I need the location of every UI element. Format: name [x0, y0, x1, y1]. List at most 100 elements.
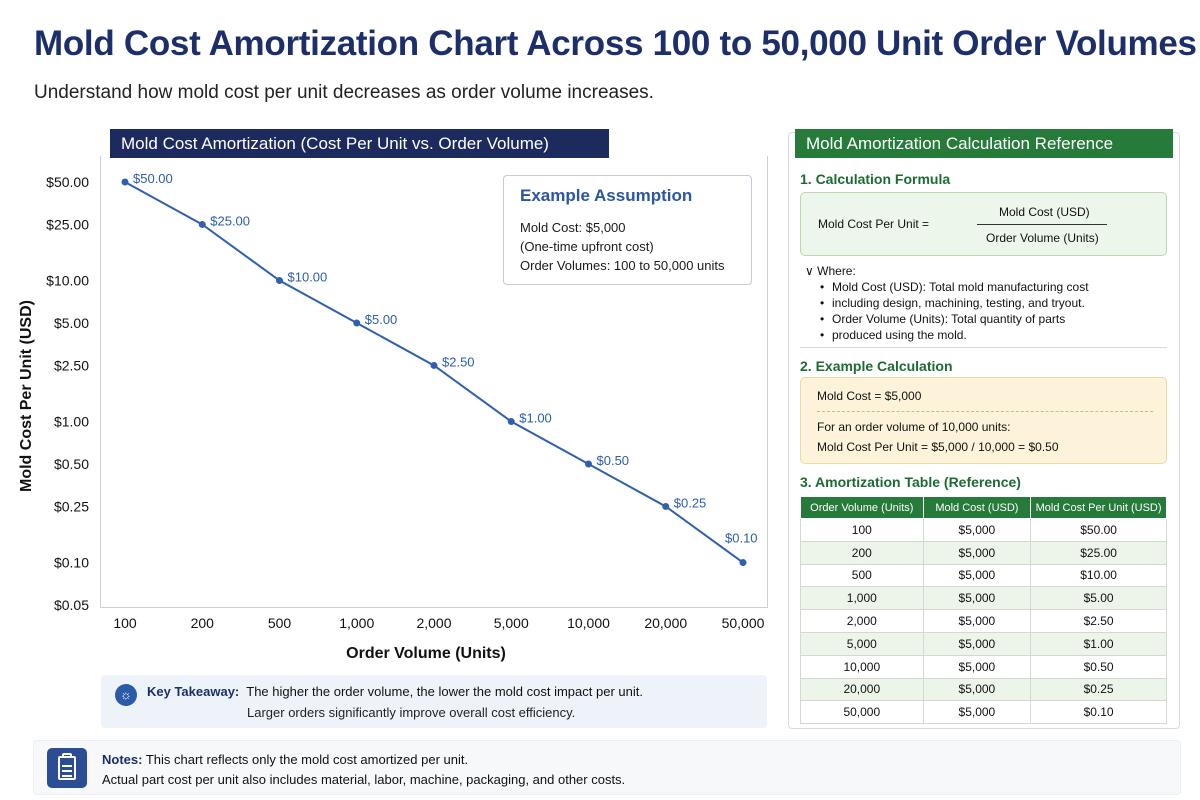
notes-line-2: Actual part cost per unit also includes …	[102, 772, 626, 787]
y-tick-label: $2.50	[54, 357, 89, 373]
table-row: 200 $5,000 $25.00	[800, 540, 1167, 565]
y-tick-label: $5.00	[54, 315, 89, 331]
clipboard-icon	[47, 748, 87, 788]
table-cell: $1.00	[1030, 631, 1167, 656]
table-cell: $5,000	[922, 586, 1032, 611]
definition-item: Mold Cost (USD): Total mold manufacturin…	[820, 280, 1089, 295]
table-cell: 50,000	[800, 700, 924, 725]
table-header-row: Order Volume (Units) Mold Cost (USD) Mol…	[800, 496, 1167, 519]
column-header: Mold Cost Per Unit (USD)	[1030, 496, 1167, 519]
table-cell: $5,000	[922, 654, 1032, 679]
where-label: ∨ Where:	[805, 264, 856, 278]
table-cell: 20,000	[800, 677, 924, 702]
assumption-line: (One-time upfront cost)	[520, 239, 654, 254]
x-tick-label: 1,000	[339, 615, 374, 631]
takeaway-line-2: Larger orders significantly improve over…	[247, 705, 576, 720]
table-cell: $25.00	[1030, 540, 1167, 565]
column-header: Mold Cost (USD)	[922, 496, 1032, 519]
formula-numerator: Mold Cost (USD)	[999, 205, 1090, 219]
chart-header: Mold Cost Amortization (Cost Per Unit vs…	[110, 129, 609, 158]
table-row: 20,000 $5,000 $0.25	[800, 677, 1167, 702]
notes-line-1: Notes: This chart reflects only the mold…	[102, 752, 468, 767]
assumption-line: Order Volumes: 100 to 50,000 units	[520, 258, 725, 273]
example-assumption-box: Example Assumption Mold Cost: $5,000 (On…	[503, 175, 752, 285]
definition-list: Mold Cost (USD): Total mold manufacturin…	[820, 280, 1089, 344]
y-tick-label: $50.00	[46, 174, 89, 190]
y-axis-title: Mold Cost Per Unit (USD)	[18, 300, 35, 492]
table-row: 100 $5,000 $50.00	[800, 518, 1167, 542]
formula-box: Mold Cost Per Unit = Mold Cost (USD) Ord…	[800, 192, 1167, 256]
lightbulb-icon: ☼	[115, 684, 137, 706]
table-cell: $5,000	[922, 563, 1032, 588]
table-cell: 200	[800, 540, 924, 565]
page-title: Mold Cost Amortization Chart Across 100 …	[34, 24, 1197, 63]
section-divider	[800, 347, 1167, 348]
definition-item: Order Volume (Units): Total quantity of …	[820, 312, 1089, 327]
table-row: 2,000 $5,000 $2.50	[800, 609, 1167, 633]
y-tick-label: $25.00	[46, 216, 89, 232]
assumption-line: Mold Cost: $5,000	[520, 220, 626, 235]
table-cell: 500	[800, 563, 924, 588]
y-tick-label: $10.00	[46, 273, 89, 289]
table-cell: $5,000	[922, 609, 1032, 633]
takeaway-label: Key Takeaway:	[147, 684, 240, 699]
table-cell: $5,000	[922, 677, 1032, 702]
page-subtitle: Understand how mold cost per unit decrea…	[34, 82, 654, 103]
example-line-2: For an order volume of 10,000 units:	[817, 420, 1011, 434]
y-tick-label: $0.05	[54, 597, 89, 613]
table-cell: $5,000	[922, 540, 1032, 565]
x-axis-title: Order Volume (Units)	[346, 645, 506, 662]
where-text: Where:	[817, 264, 856, 278]
x-tick-label: 10,000	[567, 615, 610, 631]
x-tick-label: 5,000	[494, 615, 529, 631]
x-tick-label: 200	[191, 615, 215, 631]
example-line-3: Mold Cost Per Unit = $5,000 / 10,000 = $…	[817, 440, 1059, 454]
table-cell: $2.50	[1030, 609, 1167, 633]
table-cell: $5.00	[1030, 586, 1167, 611]
notes-box: Notes: This chart reflects only the mold…	[33, 740, 1181, 795]
table-body: 100 $5,000 $50.00 200 $5,000 $25.00 500 $5,000 $…	[800, 518, 1167, 725]
table-row: 500 $5,000 $10.00	[800, 563, 1167, 588]
notes-label: Notes:	[102, 752, 143, 767]
x-tick-label: 500	[268, 615, 292, 631]
y-tick-label: $0.10	[54, 555, 89, 571]
table-cell: $10.00	[1030, 563, 1167, 588]
formula-denominator: Order Volume (Units)	[986, 231, 1099, 245]
table-row: 10,000 $5,000 $0.50	[800, 654, 1167, 679]
key-takeaway-box: ☼ Key Takeaway: The higher the order vol…	[101, 675, 767, 728]
reference-header: Mold Amortization Calculation Reference	[795, 129, 1173, 158]
table-cell: 5,000	[800, 631, 924, 656]
amortization-table: Order Volume (Units) Mold Cost (USD) Mol…	[800, 496, 1167, 725]
table-cell: $5,000	[922, 518, 1032, 542]
table-cell: $0.50	[1030, 654, 1167, 679]
dashed-divider	[817, 411, 1153, 412]
table-cell: 1,000	[800, 586, 924, 611]
x-tick-label: 50,000	[722, 615, 765, 631]
table-cell: 2,000	[800, 609, 924, 633]
table-cell: $5,000	[922, 631, 1032, 656]
y-tick-label: $1.00	[54, 414, 89, 430]
table-row: 1,000 $5,000 $5.00	[800, 586, 1167, 611]
definition-item-cont: produced using the mold.	[820, 328, 1089, 343]
table-row: 50,000 $5,000 $0.10	[800, 700, 1167, 725]
fraction-bar	[977, 224, 1107, 225]
y-tick-label: $0.25	[54, 498, 89, 514]
example-section-title: 2. Example Calculation	[800, 358, 953, 374]
y-tick-label: $0.50	[54, 456, 89, 472]
assumption-title: Example Assumption	[520, 186, 693, 205]
example-line-1: Mold Cost = $5,000	[817, 389, 922, 403]
x-tick-label: 2,000	[416, 615, 451, 631]
table-cell: $50.00	[1030, 518, 1167, 542]
table-cell: $5,000	[922, 700, 1032, 725]
example-calculation-box: Mold Cost = $5,000 For an order volume o…	[800, 377, 1167, 464]
x-tick-label: 20,000	[644, 615, 687, 631]
takeaway-line-1: Key Takeaway: The higher the order volum…	[147, 684, 643, 699]
table-cell: 100	[800, 518, 924, 542]
chevron-down-icon: ∨	[805, 264, 814, 278]
takeaway-text: The higher the order volume, the lower t…	[246, 684, 643, 699]
notes-text: This chart reflects only the mold cost a…	[145, 752, 469, 767]
table-row: 5,000 $5,000 $1.00	[800, 631, 1167, 656]
formula-label: Mold Cost Per Unit =	[818, 217, 930, 231]
table-cell: $0.25	[1030, 677, 1167, 702]
table-cell: 10,000	[800, 654, 924, 679]
